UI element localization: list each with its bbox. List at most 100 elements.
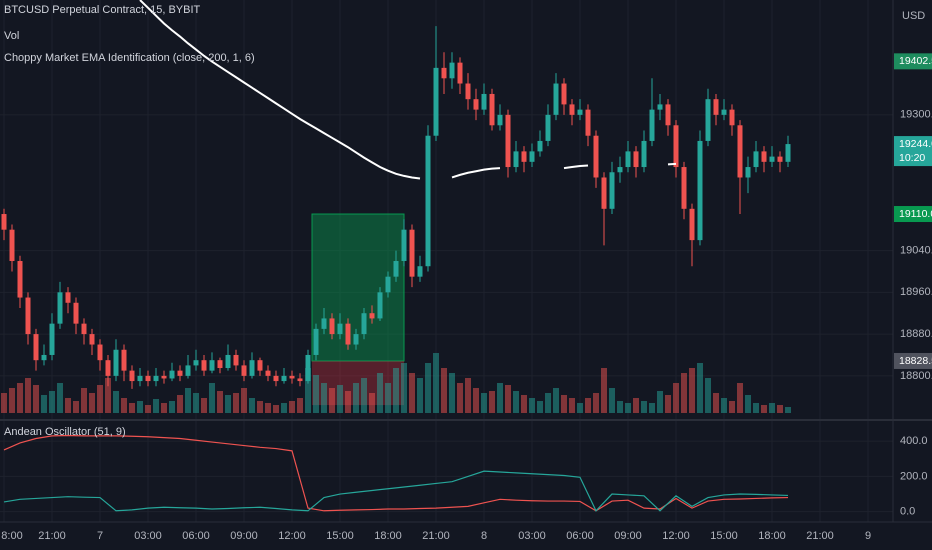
- volume-bar: [585, 398, 591, 413]
- candle-body: [633, 151, 639, 168]
- candle-body: [1, 214, 7, 230]
- volume-bar: [441, 368, 447, 413]
- candle-body: [137, 375, 143, 382]
- price-badge-label: 19244.0: [899, 138, 932, 150]
- volume-bar: [353, 383, 359, 413]
- candle-body: [465, 83, 471, 100]
- volume-bar: [649, 403, 655, 413]
- candle-body: [665, 104, 671, 126]
- candle-body: [497, 114, 503, 126]
- candle-body: [713, 99, 719, 115]
- volume-bar: [121, 398, 127, 413]
- candle-body: [393, 261, 399, 277]
- volume-bar: [73, 401, 79, 413]
- candle-body: [241, 365, 247, 376]
- volume-bar: [233, 393, 239, 413]
- x-tick-label: 06:00: [566, 530, 594, 542]
- candle-body: [441, 67, 447, 79]
- x-tick-label: 03:00: [134, 530, 162, 542]
- candle-body: [601, 177, 607, 209]
- y-tick-label: 18880.0: [900, 328, 932, 340]
- volume-bar: [361, 378, 367, 413]
- volume-bar: [313, 375, 319, 413]
- price-badge: [894, 206, 932, 223]
- candle-body: [369, 313, 375, 319]
- volume-bar: [433, 353, 439, 413]
- volume-bar: [201, 398, 207, 413]
- candle-body: [457, 62, 463, 84]
- candle-body: [409, 229, 415, 277]
- candle-body: [385, 276, 391, 293]
- candle-body: [785, 144, 791, 162]
- candle-body: [401, 229, 407, 262]
- candle-body: [329, 318, 335, 335]
- candle-body: [417, 266, 423, 277]
- volume-bar: [113, 391, 119, 413]
- x-tick-label: 09:00: [230, 530, 258, 542]
- candle-body: [361, 313, 367, 335]
- candle-body: [225, 354, 231, 369]
- x-tick-label: 18:00: [758, 530, 786, 542]
- x-tick-label: 8: [481, 530, 487, 542]
- candle-body: [273, 375, 279, 382]
- volume-bar: [785, 407, 791, 413]
- currency: USD: [902, 10, 925, 22]
- volume-bar: [217, 391, 223, 413]
- price-badge: [894, 136, 932, 167]
- y-tick-label: 19040.0: [900, 244, 932, 256]
- volume-bar: [617, 401, 623, 413]
- volume-bar: [417, 378, 423, 413]
- volume-bar: [33, 385, 39, 413]
- candle-body: [337, 323, 343, 335]
- candle-body: [537, 140, 543, 152]
- volume-bar: [705, 378, 711, 413]
- volume-bar: [745, 395, 751, 413]
- volume-bar: [489, 391, 495, 413]
- candle-body: [697, 140, 703, 241]
- volume-bar: [673, 383, 679, 413]
- volume-bar: [41, 395, 47, 413]
- candle-body: [81, 323, 87, 335]
- candle-body: [17, 261, 23, 298]
- x-tick-label: 06:00: [182, 530, 210, 542]
- candle-body: [705, 99, 711, 141]
- candle-body: [145, 375, 151, 382]
- volume-bar: [225, 395, 231, 413]
- candle-body: [529, 151, 535, 162]
- volume-bar: [545, 393, 551, 413]
- volume-bar: [473, 388, 479, 413]
- volume-bar: [537, 401, 543, 413]
- volume-bar: [753, 403, 759, 413]
- volume-bar: [409, 373, 415, 413]
- volume-bar: [465, 378, 471, 413]
- candle-body: [97, 344, 103, 361]
- x-tick-label: 21:00: [806, 530, 834, 542]
- candle-body: [545, 114, 551, 141]
- volume-bar: [305, 368, 311, 413]
- x-tick-label: 12:00: [662, 530, 690, 542]
- candle-body: [257, 360, 263, 371]
- osc-tick-label: 0.0: [900, 506, 915, 518]
- x-tick-label: 8:00: [1, 530, 22, 542]
- chart-title: BTCUSD Perpetual Contract, 15, BYBIT: [4, 4, 201, 16]
- volume-bar: [425, 363, 431, 413]
- candle-body: [73, 302, 79, 324]
- x-tick-label: 21:00: [422, 530, 450, 542]
- candle-body: [473, 99, 479, 110]
- volume-bar: [609, 388, 615, 413]
- volume-bar: [137, 401, 143, 413]
- candle-body: [753, 151, 759, 168]
- price-badge: [894, 53, 932, 70]
- candle-body: [449, 62, 455, 79]
- volume-bar: [17, 383, 23, 413]
- price-pane: [1, 0, 791, 413]
- candle-body: [233, 354, 239, 366]
- volume-bar: [321, 383, 327, 413]
- x-tick-label: 21:00: [38, 530, 66, 542]
- volume-bar: [737, 383, 743, 413]
- candle-body: [57, 292, 63, 324]
- candle-body: [113, 349, 119, 376]
- volume-bar: [697, 363, 703, 413]
- volume-bar: [553, 388, 559, 413]
